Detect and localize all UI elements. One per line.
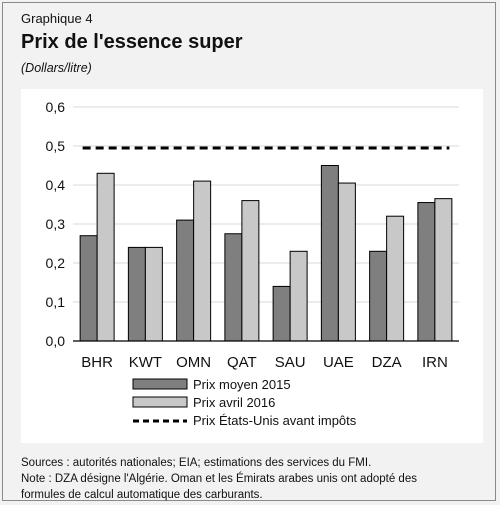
chart-unit: (Dollars/litre) (21, 61, 92, 75)
y-tick-label: 0,5 (46, 138, 66, 154)
bar-irn-series-1 (417, 202, 436, 342)
sources-note: Sources : autorités nationales; EIA; est… (21, 457, 372, 469)
bar-uae-series-1 (320, 165, 339, 342)
bar-bhr-series-2 (96, 172, 115, 342)
legend-swatch-series-2 (132, 396, 188, 408)
chart-number-label: Graphique 4 (21, 11, 93, 26)
bar-dza-series-2 (386, 215, 405, 342)
chart-title: Prix de l'essence super (21, 31, 243, 53)
x-tick-label: DZA (372, 354, 402, 371)
chart-notes: Sources : autorités nationales; EIA; est… (21, 455, 491, 503)
y-tick-label: 0,3 (46, 216, 66, 232)
x-tick-label: UAE (323, 354, 354, 371)
bar-kwt-series-2 (144, 246, 163, 342)
plot-area: 0,0 0,1 0,2 0,3 0,4 0,5 0,6 BHR KWT OMN QAT SAU UAE D… (21, 89, 483, 443)
algeria-note: Note : DZA désigne l'Algérie. Oman et le… (21, 473, 417, 485)
bar-uae-series-2 (337, 182, 356, 342)
x-tick-label: KWT (129, 354, 162, 371)
y-tick-label: 0,0 (46, 333, 66, 349)
x-tick-label: SAU (275, 354, 306, 371)
bar-omn-series-2 (193, 180, 212, 342)
legend-swatch-series-1 (132, 378, 188, 390)
bar-qat-series-1 (224, 233, 243, 342)
bar-sau-series-1 (272, 285, 291, 342)
bar-omn-series-1 (176, 219, 195, 342)
bar-dza-series-1 (369, 250, 388, 342)
chart-frame: Graphique 4 Prix de l'essence super (Dol… (2, 2, 496, 501)
algeria-note-continued: formules de calcul automatique des carbu… (21, 489, 263, 501)
bar-irn-series-2 (434, 198, 453, 342)
y-tick-label: 0,2 (46, 255, 66, 271)
legend-label-reference-line: Prix États-Unis avant impôts (193, 413, 357, 428)
bar-bhr-series-1 (79, 235, 98, 342)
legend-label-series-2: Prix avril 2016 (193, 395, 275, 410)
y-tick-label: 0,4 (46, 177, 66, 193)
y-tick-label: 0,6 (46, 99, 66, 115)
y-tick-label: 0,1 (46, 294, 66, 310)
legend-label-series-1: Prix moyen 2015 (193, 377, 291, 392)
bar-qat-series-2 (241, 200, 260, 342)
bar-chart: 0,0 0,1 0,2 0,3 0,4 0,5 0,6 BHR KWT OMN QAT SAU UAE D… (46, 99, 459, 428)
bar-kwt-series-1 (127, 246, 146, 342)
x-tick-label: OMN (176, 354, 211, 371)
bar-sau-series-2 (289, 250, 308, 342)
x-tick-label: IRN (422, 354, 448, 371)
x-tick-label: BHR (81, 354, 113, 371)
x-tick-label: QAT (227, 354, 257, 371)
